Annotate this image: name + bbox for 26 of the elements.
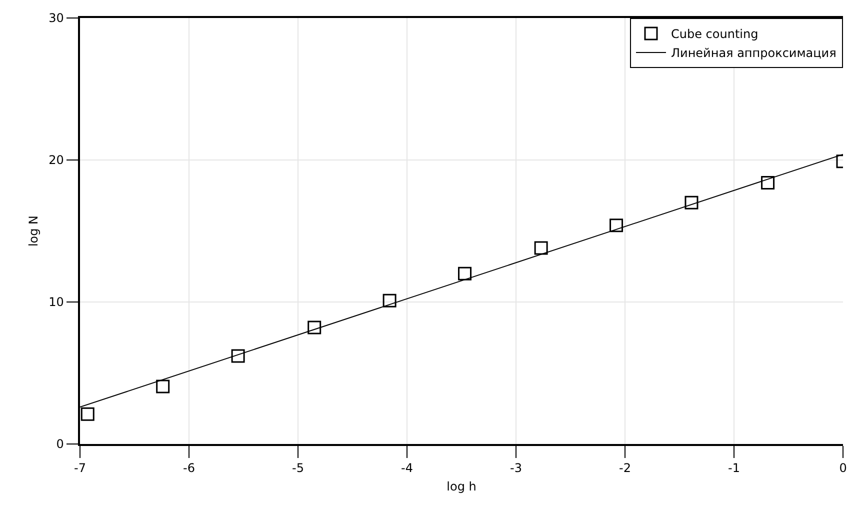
y-tick-label: 30 — [48, 11, 64, 26]
point — [308, 320, 322, 334]
x-tick-label: 0 — [839, 461, 847, 476]
x-axis-title: log h — [446, 480, 476, 494]
y-axis-title: log N — [26, 215, 40, 247]
point — [534, 241, 548, 255]
x-tick-label: -6 — [183, 461, 195, 476]
x-tick-label: -7 — [74, 461, 86, 476]
x-tick-label: -2 — [619, 461, 631, 476]
point — [231, 349, 245, 363]
x-tick-label: -1 — [728, 461, 740, 476]
point — [458, 266, 472, 280]
point — [156, 380, 170, 394]
point — [80, 407, 94, 421]
point — [761, 176, 775, 190]
legend-label: Линейная аппроксимация — [671, 46, 836, 60]
point — [382, 294, 396, 308]
y-tick-label: 10 — [48, 295, 64, 310]
x-tick-label: -4 — [401, 461, 413, 476]
y-tick-label: 20 — [48, 153, 64, 168]
point — [684, 196, 698, 210]
legend-label: Cube counting — [671, 27, 758, 42]
x-tick-label: -5 — [292, 461, 304, 476]
y-tick-label: 0 — [56, 437, 64, 452]
x-tick-label: -3 — [510, 461, 522, 476]
point — [610, 218, 624, 232]
